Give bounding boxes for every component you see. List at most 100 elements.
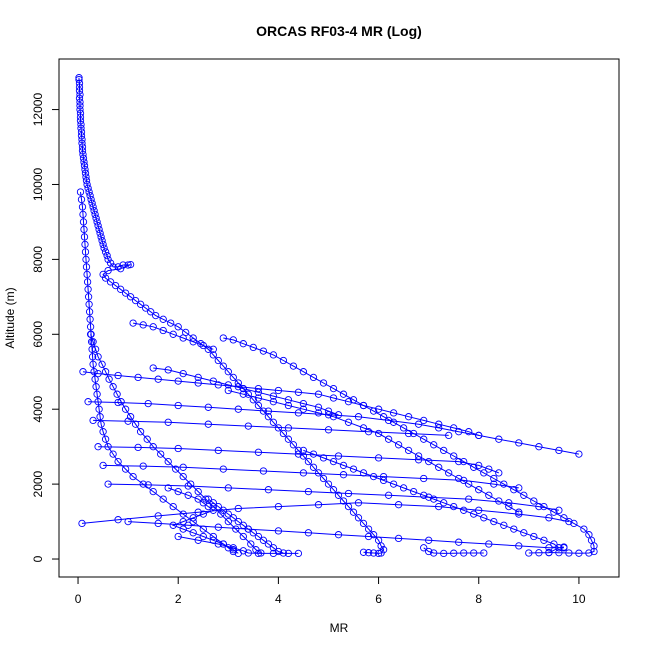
data-point (79, 150, 87, 159)
data-point (545, 544, 553, 552)
data-point (364, 532, 373, 541)
data-point (440, 446, 448, 455)
data-point (86, 323, 95, 331)
data-point (555, 549, 563, 557)
data-point (384, 416, 393, 425)
data-point (204, 420, 212, 428)
data-series (86, 330, 265, 557)
data-point (535, 443, 543, 451)
data-point (252, 546, 260, 554)
data-point (143, 435, 151, 443)
data-point (480, 514, 488, 522)
data-point (455, 538, 463, 546)
data-point (96, 413, 104, 421)
data-point (244, 549, 252, 557)
data-point (82, 173, 90, 181)
data-point (409, 487, 418, 496)
data-series (79, 368, 483, 440)
data-series (420, 544, 488, 558)
data-point (324, 426, 333, 434)
data-point (374, 549, 383, 558)
data-point (219, 362, 227, 370)
data-point (535, 502, 543, 511)
data-point (214, 381, 222, 389)
data-point (103, 251, 111, 260)
data-point (214, 446, 222, 455)
data-point (560, 543, 568, 551)
data-point (314, 403, 323, 411)
data-point (259, 467, 268, 475)
data-series (89, 416, 453, 440)
data-series (75, 74, 388, 558)
data-point (80, 233, 89, 241)
y-tick-label: 6000 (31, 321, 45, 348)
data-point (204, 403, 212, 411)
data-point (565, 517, 573, 526)
data-point (374, 405, 383, 413)
data-point (465, 428, 473, 436)
data-point (319, 379, 328, 387)
data-point (204, 502, 212, 511)
data-point (234, 504, 242, 513)
data-point (377, 549, 385, 557)
data-point (264, 413, 273, 421)
data-point (480, 469, 488, 477)
data-point (88, 199, 96, 207)
series-line (128, 521, 564, 549)
data-point (334, 531, 343, 539)
data-point (109, 383, 117, 391)
data-point (264, 486, 273, 494)
data-point (389, 418, 398, 426)
data-point (159, 495, 167, 503)
data-point (344, 489, 353, 498)
data-point (99, 270, 107, 279)
data-point (590, 547, 598, 556)
data-point (309, 463, 318, 471)
y-axis: 0 2000 4000 6000 8000 10000 12000 (31, 93, 60, 562)
data-point (420, 544, 428, 552)
data-point (414, 452, 423, 460)
data-point (324, 407, 333, 415)
series-line (98, 446, 499, 474)
data-point (455, 457, 463, 466)
data-series (78, 499, 573, 528)
data-point (219, 540, 227, 548)
series-line (178, 536, 299, 554)
series-line (81, 502, 569, 524)
data-point (101, 435, 110, 443)
data-point (510, 486, 518, 494)
data-point (77, 132, 86, 140)
data-point (354, 514, 363, 522)
y-axis-label: Altitude (m) (3, 287, 17, 348)
data-point (304, 487, 313, 496)
data-point (169, 330, 177, 338)
data-point (475, 431, 483, 440)
data-point (440, 549, 448, 558)
data-point (404, 413, 413, 421)
data-point (470, 510, 478, 518)
data-point (284, 396, 293, 404)
data-series (129, 319, 217, 353)
data-point (129, 319, 137, 327)
x-tick-label: 10 (572, 592, 586, 606)
data-point (435, 463, 443, 471)
data-point (106, 278, 115, 286)
data-point (131, 420, 140, 428)
data-point (294, 409, 303, 417)
data-point (530, 532, 538, 541)
data-point (126, 413, 135, 421)
data-series (149, 364, 343, 419)
data-point (314, 409, 323, 417)
data-point (167, 319, 175, 327)
data-point (109, 450, 117, 458)
data-point (450, 502, 458, 511)
data-point (289, 362, 298, 370)
data-point (232, 525, 240, 533)
data-point (179, 334, 187, 342)
data-point (75, 87, 84, 95)
data-point (219, 465, 227, 473)
data-point (76, 188, 85, 196)
data-point (284, 401, 293, 410)
data-point (85, 188, 93, 196)
data-point (114, 516, 122, 524)
